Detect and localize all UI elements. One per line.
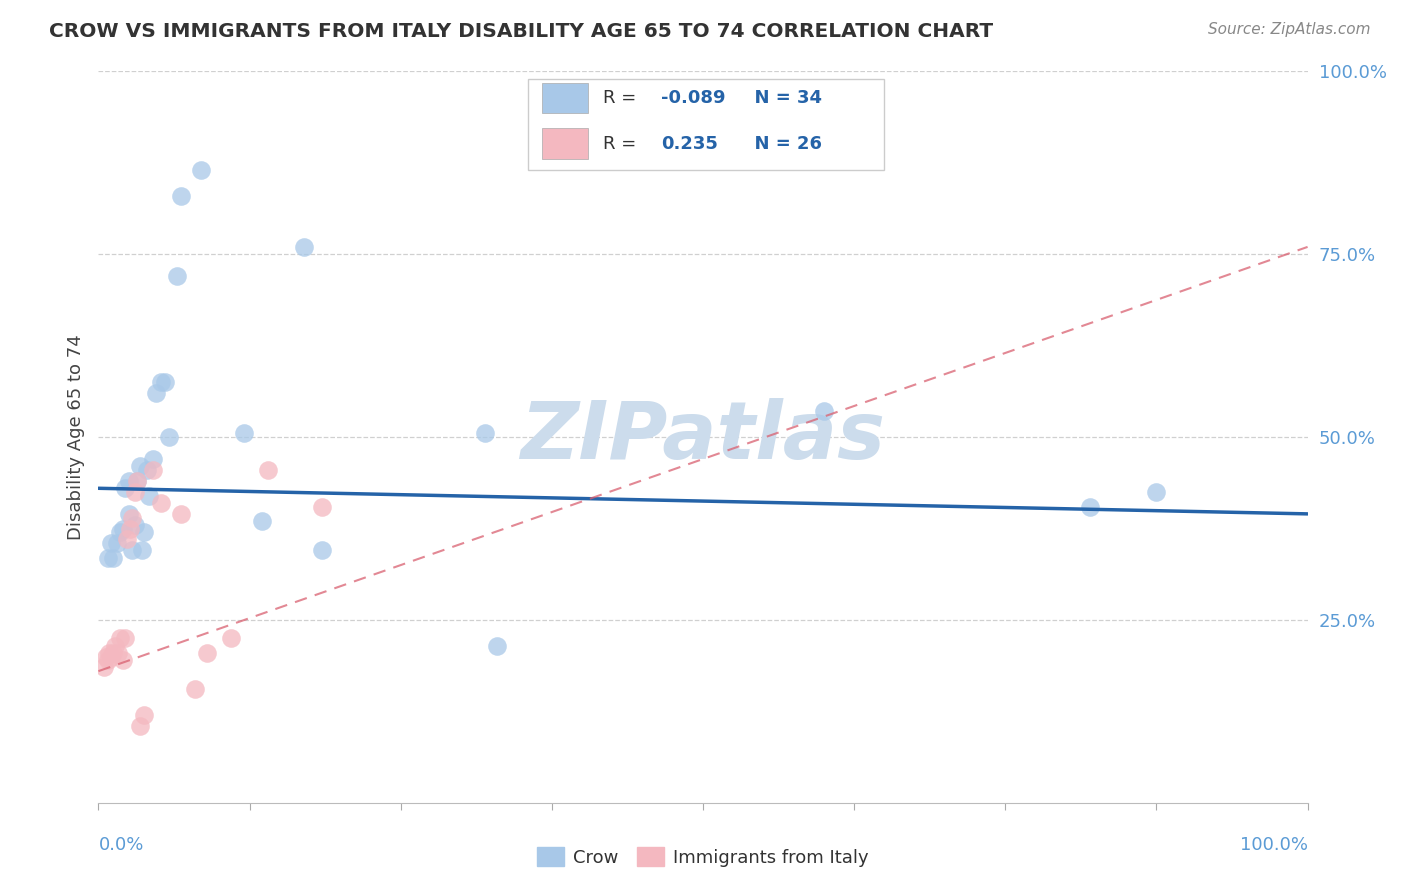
Point bbox=[1078, 500, 1101, 514]
Point bbox=[100, 536, 122, 550]
Point bbox=[142, 463, 165, 477]
Point bbox=[100, 649, 122, 664]
Point bbox=[111, 653, 134, 667]
Point bbox=[153, 376, 176, 390]
Text: 100.0%: 100.0% bbox=[1240, 836, 1308, 854]
Point bbox=[486, 639, 509, 653]
Point bbox=[114, 632, 136, 646]
Point bbox=[121, 543, 143, 558]
Text: CROW VS IMMIGRANTS FROM ITALY DISABILITY AGE 65 TO 74 CORRELATION CHART: CROW VS IMMIGRANTS FROM ITALY DISABILITY… bbox=[49, 22, 993, 41]
Point bbox=[127, 474, 149, 488]
Point bbox=[131, 543, 153, 558]
Point bbox=[111, 521, 134, 535]
Point bbox=[150, 496, 173, 510]
Text: N = 26: N = 26 bbox=[742, 135, 821, 153]
Point bbox=[97, 653, 120, 667]
Text: R =: R = bbox=[603, 135, 641, 153]
Text: -0.089: -0.089 bbox=[661, 89, 725, 107]
Point bbox=[169, 507, 191, 521]
Point bbox=[98, 646, 121, 660]
Point bbox=[128, 719, 150, 733]
Point bbox=[118, 521, 141, 535]
Point bbox=[104, 639, 127, 653]
Point bbox=[250, 514, 273, 528]
Point bbox=[124, 517, 146, 532]
Legend: Crow, Immigrants from Italy: Crow, Immigrants from Italy bbox=[530, 840, 876, 874]
Text: 0.235: 0.235 bbox=[661, 135, 717, 153]
Point bbox=[93, 660, 115, 674]
Point bbox=[813, 404, 835, 418]
Point bbox=[221, 632, 243, 646]
Point bbox=[150, 376, 173, 390]
Point bbox=[97, 550, 120, 565]
Point bbox=[138, 489, 160, 503]
Point bbox=[134, 708, 156, 723]
Point bbox=[166, 269, 188, 284]
Point bbox=[311, 500, 333, 514]
Point bbox=[1146, 485, 1168, 500]
Point bbox=[127, 474, 149, 488]
Point bbox=[190, 163, 212, 178]
Point bbox=[474, 426, 496, 441]
Point bbox=[101, 550, 124, 565]
Point bbox=[169, 188, 191, 202]
Text: N = 34: N = 34 bbox=[742, 89, 821, 107]
Point bbox=[118, 474, 141, 488]
Point bbox=[121, 510, 143, 524]
Point bbox=[142, 452, 165, 467]
Point bbox=[105, 536, 128, 550]
Point bbox=[256, 463, 278, 477]
Point bbox=[135, 463, 157, 477]
Text: ZIPatlas: ZIPatlas bbox=[520, 398, 886, 476]
Text: Source: ZipAtlas.com: Source: ZipAtlas.com bbox=[1208, 22, 1371, 37]
Y-axis label: Disability Age 65 to 74: Disability Age 65 to 74 bbox=[66, 334, 84, 540]
Point bbox=[107, 646, 129, 660]
FancyBboxPatch shape bbox=[527, 78, 884, 170]
Text: 0.0%: 0.0% bbox=[98, 836, 143, 854]
Point bbox=[311, 543, 333, 558]
Point bbox=[292, 240, 315, 254]
Point bbox=[157, 430, 180, 444]
Point bbox=[117, 533, 139, 547]
Point bbox=[134, 525, 156, 540]
Point bbox=[128, 459, 150, 474]
Point bbox=[124, 485, 146, 500]
Point bbox=[114, 481, 136, 495]
Point bbox=[94, 649, 117, 664]
FancyBboxPatch shape bbox=[543, 83, 588, 113]
Point bbox=[101, 646, 124, 660]
Point bbox=[118, 507, 141, 521]
Point bbox=[232, 426, 254, 441]
Point bbox=[108, 632, 131, 646]
Point bbox=[195, 646, 218, 660]
Point bbox=[108, 525, 131, 540]
Point bbox=[145, 386, 167, 401]
Point bbox=[184, 682, 207, 697]
Text: R =: R = bbox=[603, 89, 641, 107]
FancyBboxPatch shape bbox=[543, 128, 588, 159]
